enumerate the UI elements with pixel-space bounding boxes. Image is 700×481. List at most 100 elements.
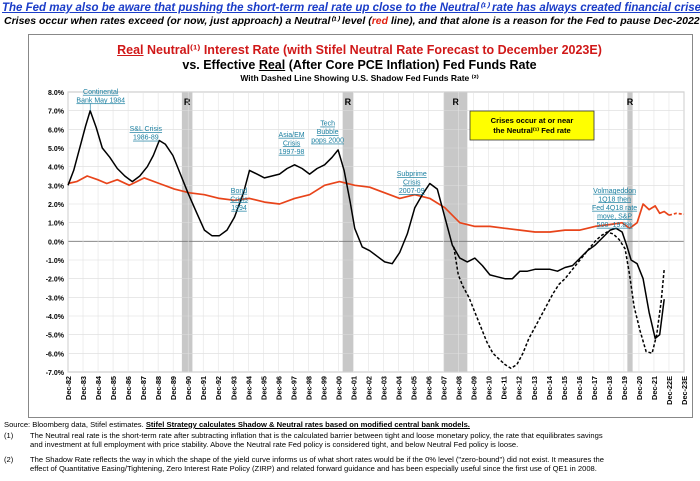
annotation-text: Bubble [317,129,339,136]
recession-label: R [627,97,634,107]
y-tick-label: -4.0% [46,314,65,321]
annotation-text: Asia/EM [279,132,305,139]
y-tick-label: 2.0% [48,202,65,209]
footnote-2: The Shadow Rate reflects the way in whic… [30,455,695,474]
x-tick-label: Dec-17 [590,376,599,400]
recession-bar [342,92,354,372]
annotation-text: Fed 4Q18 rate [592,205,637,212]
recession-bar [627,92,633,372]
annotation-text: 1986-89 [133,135,159,142]
callout-text: Crises occur at or near [491,116,574,125]
x-tick-label: Dec-09 [470,376,479,400]
x-tick-label: Dec-19 [620,376,629,400]
neutral-rate-forecast-line [668,212,685,217]
chart-subtitle-real: Real [258,58,286,72]
real-fed-funds-line [67,109,665,340]
x-tick-label: Dec-11 [500,376,509,400]
subheadline: Crises occur when rates exceed (or now, … [4,15,700,27]
x-tick-label: Dec-86 [124,376,133,400]
footnote-1-line-1: The Neutral real rate is the short-term … [30,431,603,440]
headline: The Fed may also be aware that pushing t… [2,2,700,14]
x-tick-label: Dec-87 [139,376,148,400]
y-tick-label: -6.0% [46,351,65,358]
y-tick-label: 5.0% [48,146,65,153]
chart-title-rest: Neutral⁽¹⁾ Interest Rate (with Stifel Ne… [143,43,602,57]
y-tick-label: 6.0% [48,127,65,134]
footnote-1: The Neutral real rate is the short-term … [30,431,695,450]
x-tick-label: Dec-06 [425,376,434,400]
x-tick-label: Dec-21 [650,376,659,400]
x-tick-label: Dec-88 [154,376,163,400]
footnote-2-line-1: The Shadow Rate reflects the way in whic… [30,455,604,464]
x-tick-label: Dec-92 [214,376,223,400]
x-tick-label: Dec-00 [334,376,343,400]
annotation-text: Bank May 1984 [76,97,125,104]
recession-label: R [452,97,459,107]
x-tick-label: Dec-05 [410,376,419,400]
chart-title-real: Real [117,43,144,57]
annotation-text: Bond [231,188,247,195]
footnote-2-number: (2) [4,455,14,464]
x-tick-label: Dec-95 [259,376,268,400]
y-tick-label: -5.0% [46,333,65,340]
x-tick-label: Dec-03 [380,376,389,400]
x-tick-label: Dec-12 [515,376,524,400]
y-tick-label: -1.0% [46,258,65,265]
annotation-text: pops 2000 [311,138,344,145]
x-tick-label: Dec-15 [560,376,569,400]
x-tick-label: Dec-14 [545,375,554,400]
x-tick-label: Dec-01 [349,376,358,400]
y-tick-label: 7.0% [48,109,65,116]
annotation-text: Crisis [283,140,301,147]
annotation-text: Volmageddon [593,188,636,195]
x-tick-label: Dec-08 [455,376,464,400]
annotation-text: Tech [320,121,335,128]
y-tick-label: 1.0% [48,221,65,228]
x-tick-label: Dec-82 [64,376,73,400]
y-tick-label: 4.0% [48,165,65,172]
recession-label: R [184,97,191,107]
annotation-text: 2007-09 [399,188,425,195]
x-tick-label: Dec-83 [79,376,88,400]
footnote-1-number: (1) [4,431,14,440]
subheadline-part-a: Crises occur when rates exceed (or now, … [4,15,372,27]
y-tick-label: -7.0% [46,370,65,377]
x-tick-label: Dec-18 [605,376,614,400]
neutral-rate-line [67,175,670,233]
x-tick-label: Dec-10 [485,376,494,400]
subheadline-red-word: red [371,15,389,27]
annotation-text: 1997-98 [279,149,305,156]
chart-subtitle-b: (After Core PCE Inflation) Fed Funds Rat… [285,58,537,72]
x-tick-label: Dec-07 [440,376,449,400]
recession-bar [181,92,193,372]
x-tick-label: Dec-16 [575,376,584,400]
callout-box [469,110,595,141]
annotation-text: 1994 [231,205,247,212]
x-tick-label: Dec-02 [364,376,373,400]
chart-subtitle-a: vs. Effective [182,58,259,72]
x-tick-label: Dec-84 [94,375,103,400]
annotation-text: move, S&P [597,213,632,220]
x-tick-label: Dec-99 [319,376,328,400]
x-tick-label: Dec-94 [244,375,253,400]
annotation-text: Crisis [230,196,248,203]
annotation-text: Subprime [397,171,427,178]
footnote-2-line-2: effect of Quantitative Easing/Tightening… [30,464,597,474]
chart-subtitle: vs. Effective Real (After Core PCE Infla… [28,58,691,72]
x-tick-label: Dec-22E [665,376,674,405]
chart-subtitle-2: With Dashed Line Showing U.S. Shadow Fed… [240,73,479,83]
x-tick-label: Dec-04 [395,375,404,400]
callout-text: the Neutral⁽¹⁾ Fed rate [493,126,571,135]
x-tick-label: Dec-90 [184,376,193,400]
x-tick-label: Dec-93 [229,376,238,400]
x-tick-label: Dec-97 [289,376,298,400]
y-tick-label: 3.0% [48,183,65,190]
x-tick-label: Dec-89 [169,376,178,400]
footnote-1-line-2: and investment at full employment with p… [30,440,519,450]
x-tick-label: Dec-85 [109,376,118,400]
x-tick-label: Dec-20 [635,376,644,400]
annotation-text: 500 -19.8% [597,222,633,229]
x-tick-label: Dec-91 [199,376,208,400]
recession-bar [444,92,468,372]
y-tick-label: -3.0% [46,295,65,302]
